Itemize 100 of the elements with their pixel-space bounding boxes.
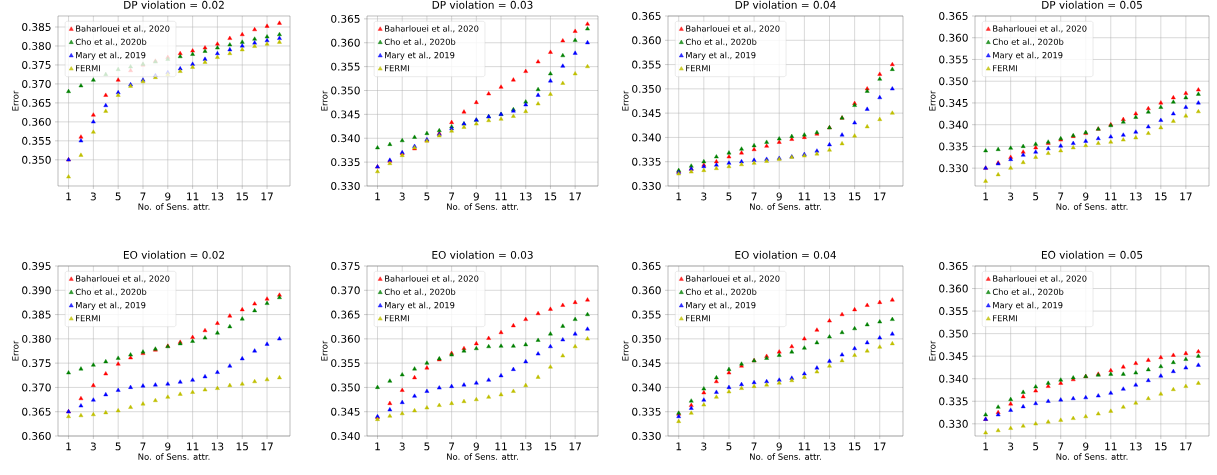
y-tick-label: 0.355 — [939, 307, 968, 316]
y-tick-label: 0.345 — [632, 359, 661, 368]
chart-title: EO violation = 0.03 — [432, 250, 533, 259]
x-tick-label: 9 — [1083, 442, 1089, 451]
x-axis-title: No. of Sens. attr. — [1056, 203, 1128, 210]
y-axis-title: Error — [929, 90, 936, 111]
legend-label: Mary et al., 2019 — [76, 301, 146, 310]
y-tick-label: 0.350 — [939, 329, 968, 338]
y-tick-label: 0.380 — [22, 334, 51, 343]
legend-label: Baharlouei et al., 2020 — [385, 275, 479, 283]
x-tick-label: 11 — [1105, 192, 1117, 201]
legend-label: FERMI — [76, 65, 100, 72]
x-tick-label: 15 — [1155, 442, 1167, 451]
x-tick-label: 5 — [1033, 442, 1039, 451]
x-tick-label: 13 — [211, 192, 224, 201]
chart-title: EO violation = 0.02 — [123, 250, 225, 259]
x-tick-label: 3 — [1008, 192, 1014, 201]
y-tick-label: 0.345 — [331, 407, 360, 416]
y-tick-label: 0.375 — [22, 359, 51, 368]
x-tick-label: 9 — [776, 192, 782, 201]
y-tick-label: 0.375 — [22, 60, 51, 69]
x-tick-label: 9 — [473, 192, 479, 201]
x-tick-label: 13 — [1130, 442, 1142, 451]
y-tick-label: 0.355 — [331, 359, 360, 368]
legend-label: FERMI — [385, 65, 409, 72]
legend-label: Cho et al., 2020b — [75, 38, 147, 46]
y-axis-title: Error — [321, 90, 328, 111]
y-tick-label: 0.355 — [632, 60, 661, 69]
y-tick-label: 0.345 — [939, 98, 968, 107]
chart-title: DP violation = 0.02 — [124, 0, 224, 9]
x-tick-label: 3 — [399, 442, 405, 451]
y-tick-label: 0.360 — [632, 36, 661, 45]
legend-label: Mary et al., 2019 — [686, 51, 756, 60]
y-tick-label: 0.360 — [22, 117, 51, 126]
x-tick-label: 5 — [726, 442, 732, 451]
x-tick-label: 1 — [983, 442, 989, 451]
chart-title: DP violation = 0.05 — [1042, 0, 1142, 9]
y-tick-label: 0.365 — [939, 12, 968, 20]
x-tick-label: 13 — [520, 192, 532, 201]
y-tick-label: 0.330 — [939, 419, 968, 428]
x-tick-label: 9 — [165, 442, 171, 451]
x-tick-label: 7 — [449, 192, 455, 201]
y-tick-label: 0.360 — [632, 286, 661, 295]
chart-title: DP violation = 0.03 — [432, 0, 533, 9]
legend-label: Cho et al., 2020b — [992, 38, 1064, 46]
x-tick-label: 5 — [1033, 192, 1039, 201]
legend-label: Baharlouei et al., 2020 — [385, 25, 479, 33]
legend-label: FERMI — [76, 315, 100, 322]
legend-label: Mary et al., 2019 — [993, 51, 1063, 60]
legend-label: Baharlouei et al., 2020 — [993, 275, 1087, 283]
x-tick-label: 7 — [751, 192, 757, 201]
x-tick-label: 17 — [261, 442, 273, 451]
y-tick-label: 0.355 — [939, 55, 968, 64]
y-tick-label: 0.335 — [939, 142, 968, 151]
y-tick-label: 0.365 — [939, 262, 968, 270]
y-tick-label: 0.345 — [939, 352, 968, 361]
y-axis-title: Error — [622, 90, 629, 111]
legend-label: Mary et al., 2019 — [385, 301, 455, 310]
y-tick-label: 0.335 — [632, 157, 661, 166]
legend-label: Mary et al., 2019 — [993, 301, 1063, 310]
y-tick-label: 0.330 — [331, 182, 360, 190]
x-tick-label: 11 — [495, 442, 507, 451]
y-tick-label: 0.355 — [331, 62, 360, 71]
y-tick-label: 0.355 — [632, 310, 661, 319]
x-tick-label: 13 — [211, 442, 224, 451]
y-tick-label: 0.365 — [331, 14, 360, 23]
x-tick-label: 11 — [187, 442, 199, 451]
legend-label: Baharlouei et al., 2020 — [76, 25, 170, 33]
y-tick-label: 0.370 — [22, 79, 51, 88]
y-tick-label: 0.335 — [632, 407, 661, 416]
legend-label: Cho et al., 2020b — [75, 288, 147, 296]
legend-label: Baharlouei et al., 2020 — [686, 25, 780, 33]
y-tick-label: 0.390 — [22, 286, 51, 295]
x-tick-label: 3 — [90, 442, 96, 451]
x-tick-label: 11 — [495, 192, 507, 201]
x-tick-label: 5 — [726, 192, 732, 201]
x-tick-label: 17 — [1180, 442, 1192, 451]
x-tick-label: 7 — [140, 192, 146, 201]
y-tick-label: 0.360 — [331, 38, 360, 47]
x-tick-label: 7 — [1058, 442, 1064, 451]
x-tick-label: 7 — [1058, 192, 1064, 201]
y-tick-label: 0.350 — [632, 334, 661, 343]
y-tick-label: 0.335 — [939, 397, 968, 406]
y-tick-label: 0.345 — [331, 110, 360, 119]
x-tick-label: 17 — [261, 192, 273, 201]
legend-label: Cho et al., 2020b — [384, 38, 456, 46]
x-axis-title: No. of Sens. attr. — [447, 453, 518, 460]
y-axis-title: Error — [622, 340, 629, 361]
x-tick-label: 5 — [424, 442, 430, 451]
y-tick-label: 0.340 — [331, 134, 360, 143]
x-tick-label: 1 — [66, 192, 71, 201]
y-tick-label: 0.385 — [22, 310, 51, 319]
y-tick-label: 0.340 — [331, 432, 360, 440]
y-tick-label: 0.360 — [331, 334, 360, 343]
x-tick-label: 17 — [569, 442, 581, 451]
x-tick-label: 13 — [1130, 192, 1142, 201]
x-tick-label: 13 — [823, 442, 836, 451]
x-tick-label: 17 — [1180, 192, 1192, 201]
y-tick-label: 0.350 — [939, 77, 968, 86]
x-tick-label: 3 — [399, 192, 405, 201]
